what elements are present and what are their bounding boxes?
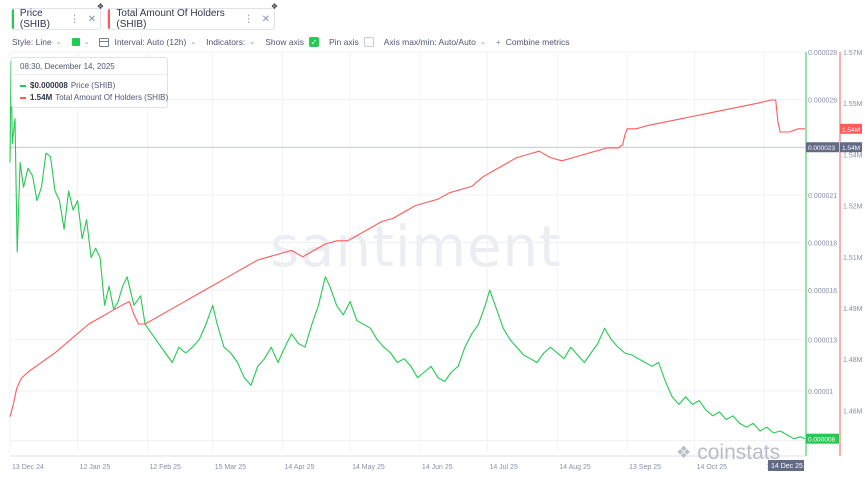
current-holders-badge <box>840 123 862 134</box>
tooltip-price-row: $0.000008 Price (SHIB) <box>20 81 115 90</box>
chevron-down-icon: ⌄ <box>249 39 256 46</box>
axis-badges: 1.54M 0.000008 14 Dec 25 <box>768 123 862 471</box>
axis-range-label: Axis max/min: Auto/Auto <box>383 37 476 47</box>
style-label: Style: Line <box>12 37 52 47</box>
crosshair-holders-label: 1.54M <box>842 145 860 152</box>
metric-color-bar <box>12 9 14 29</box>
axis-range-dropdown[interactable]: Axis max/min: Auto/Auto ⌄ <box>384 37 486 47</box>
x-axis-tick-label: 12 Jan 25 <box>80 464 111 471</box>
x-axis-end-label: 14 Dec 25 <box>771 463 803 470</box>
x-axis-tick-label: 12 Feb 25 <box>149 464 181 471</box>
plus-icon: + <box>495 37 501 47</box>
holders-axis-tick-label: 1.49M <box>843 306 863 313</box>
holders-axis-tick-label: 1.57M <box>843 50 863 57</box>
x-axis-tick-label: 14 Oct 25 <box>697 464 727 471</box>
diamond-icon: ❖ <box>270 2 278 11</box>
close-icon[interactable]: ✕ <box>261 13 270 25</box>
price-axis-tick-label: 0.000018 <box>808 240 837 247</box>
crosshair-price-badge <box>806 142 839 153</box>
current-price-badge <box>806 433 839 444</box>
show-axis-toggle[interactable]: Show axis ✓ <box>265 37 319 47</box>
color-swatch <box>71 38 80 46</box>
pin-axis-toggle[interactable]: Pin axis <box>329 37 374 47</box>
combine-metrics-button[interactable]: + Combine metrics <box>496 37 570 47</box>
color-picker[interactable]: ⌄ <box>71 38 90 46</box>
tooltip-holders-name: Total Amount Of Holders (SHIB) <box>55 93 169 102</box>
x-axis-tick-label: 14 Aug 25 <box>559 464 591 471</box>
chart-series <box>9 60 806 440</box>
holders-axis-tick-label: 1.48M <box>843 357 863 364</box>
x-axis-tick-label: 14 Jul 25 <box>489 464 518 471</box>
holders-axis-tick-label: 1.51M <box>843 255 863 262</box>
interval-dropdown[interactable]: Interval: Auto (12h) ⌄ <box>99 37 196 47</box>
x-axis-tick-label: 14 Apr 25 <box>285 464 315 471</box>
interval-label: Interval: Auto (12h) <box>114 37 187 47</box>
current-price-label: 0.000008 <box>808 437 835 444</box>
chevron-down-icon: ⌄ <box>190 39 197 46</box>
holders-axis-tick-label: 1.52M <box>843 204 863 211</box>
chart-toolbar: Style: Line ⌄ ⌄ Interval: Auto (12h) ⌄ I… <box>12 37 580 47</box>
chart-axes: 0.000028 0.000026 0.000023 0.000021 0.000018… <box>10 50 863 471</box>
metric-tabs: Price (SHIB) ⋮ ✕ ❖ Total Amount Of Holde… <box>11 2 278 30</box>
current-holders-label: 1.54M <box>842 127 860 134</box>
style-dropdown[interactable]: Style: Line ⌄ <box>12 37 62 47</box>
metric-color-bar <box>108 9 111 29</box>
tooltip-price-value: $0.000008 <box>30 81 68 90</box>
combine-metrics-label: Combine metrics <box>505 37 570 47</box>
price-axis-tick-label: 0.000026 <box>808 98 837 105</box>
holders-axis-tick-label: 1.54M <box>843 152 863 159</box>
price-axis-tick-label: 0.00001 <box>808 389 833 396</box>
tooltip-holders-row: 1.54M Total Amount Of Holders (SHIB) <box>20 93 168 102</box>
chart-grid <box>9 51 805 452</box>
tooltip-price-swatch <box>20 84 26 87</box>
chart-tooltip: 08:30, December 14, 2025 $0.000008 Price… <box>11 57 168 108</box>
coinstats-text: coinstats <box>697 441 781 464</box>
coinstats-logo: ❖ coinstats <box>676 441 780 465</box>
chevron-down-icon: ⌄ <box>83 39 90 46</box>
holders-series-line <box>9 99 805 417</box>
crosshair-price-label: 0.000023 <box>808 145 835 152</box>
chevron-down-icon: ⌄ <box>55 39 62 46</box>
chevron-down-icon: ⌄ <box>479 39 486 46</box>
metric-tab-label: Price (SHIB) <box>19 8 50 30</box>
metric-tab-label: Total Amount Of Holders (SHIB) <box>116 8 225 30</box>
metric-tab-price[interactable]: Price (SHIB) ⋮ ✕ ❖ <box>11 2 104 30</box>
price-series-line <box>9 60 806 440</box>
x-axis-tick-label: 13 Sep 25 <box>629 464 661 471</box>
crosshair-holders-badge <box>840 142 862 153</box>
tooltip-divider <box>12 74 167 75</box>
tooltip-holders-value: 1.54M <box>30 93 53 102</box>
price-axis-tick-label: 0.000016 <box>808 288 837 295</box>
coinstats-icon: ❖ <box>676 443 692 462</box>
pin-axis-checkbox[interactable] <box>363 37 374 47</box>
holders-axis-tick-label: 1.46M <box>843 408 863 415</box>
tooltip-holders-swatch <box>20 96 26 99</box>
pin-axis-label: Pin axis <box>329 37 359 47</box>
calendar-icon <box>99 37 110 47</box>
indicators-dropdown[interactable]: Indicators: ⌄ <box>206 37 255 47</box>
show-axis-label: Show axis <box>265 37 304 47</box>
x-axis-tick-label: 15 Mar 25 <box>215 464 247 471</box>
crosshair: 0.000023 1.54M <box>10 142 862 153</box>
diamond-icon: ❖ <box>96 2 104 11</box>
holders-axis-tick-label: 1.55M <box>843 101 863 108</box>
metric-tab-holders[interactable]: Total Amount Of Holders (SHIB) ⋮ ✕ ❖ <box>107 2 278 30</box>
price-axis-tick-label: 0.000013 <box>808 338 837 345</box>
show-axis-checkbox[interactable]: ✓ <box>309 37 319 47</box>
price-axis-tick-label: 0.000028 <box>808 50 837 57</box>
tooltip-date: 08:30, December 14, 2025 <box>20 62 115 71</box>
more-options-icon[interactable]: ⋮ <box>243 13 254 25</box>
x-axis-end-badge <box>768 460 804 471</box>
x-axis-tick-label: 14 May 25 <box>352 464 385 471</box>
x-axis-tick-label: 14 Jun 25 <box>422 464 453 471</box>
x-axis-tick-label: 13 Dec 24 <box>12 464 44 471</box>
indicators-label: Indicators: <box>206 37 246 47</box>
price-axis-tick-label: 0.000021 <box>808 193 837 200</box>
close-icon[interactable]: ✕ <box>87 13 96 25</box>
more-options-icon[interactable]: ⋮ <box>69 13 80 25</box>
tooltip-price-name: Price (SHIB) <box>70 81 116 90</box>
